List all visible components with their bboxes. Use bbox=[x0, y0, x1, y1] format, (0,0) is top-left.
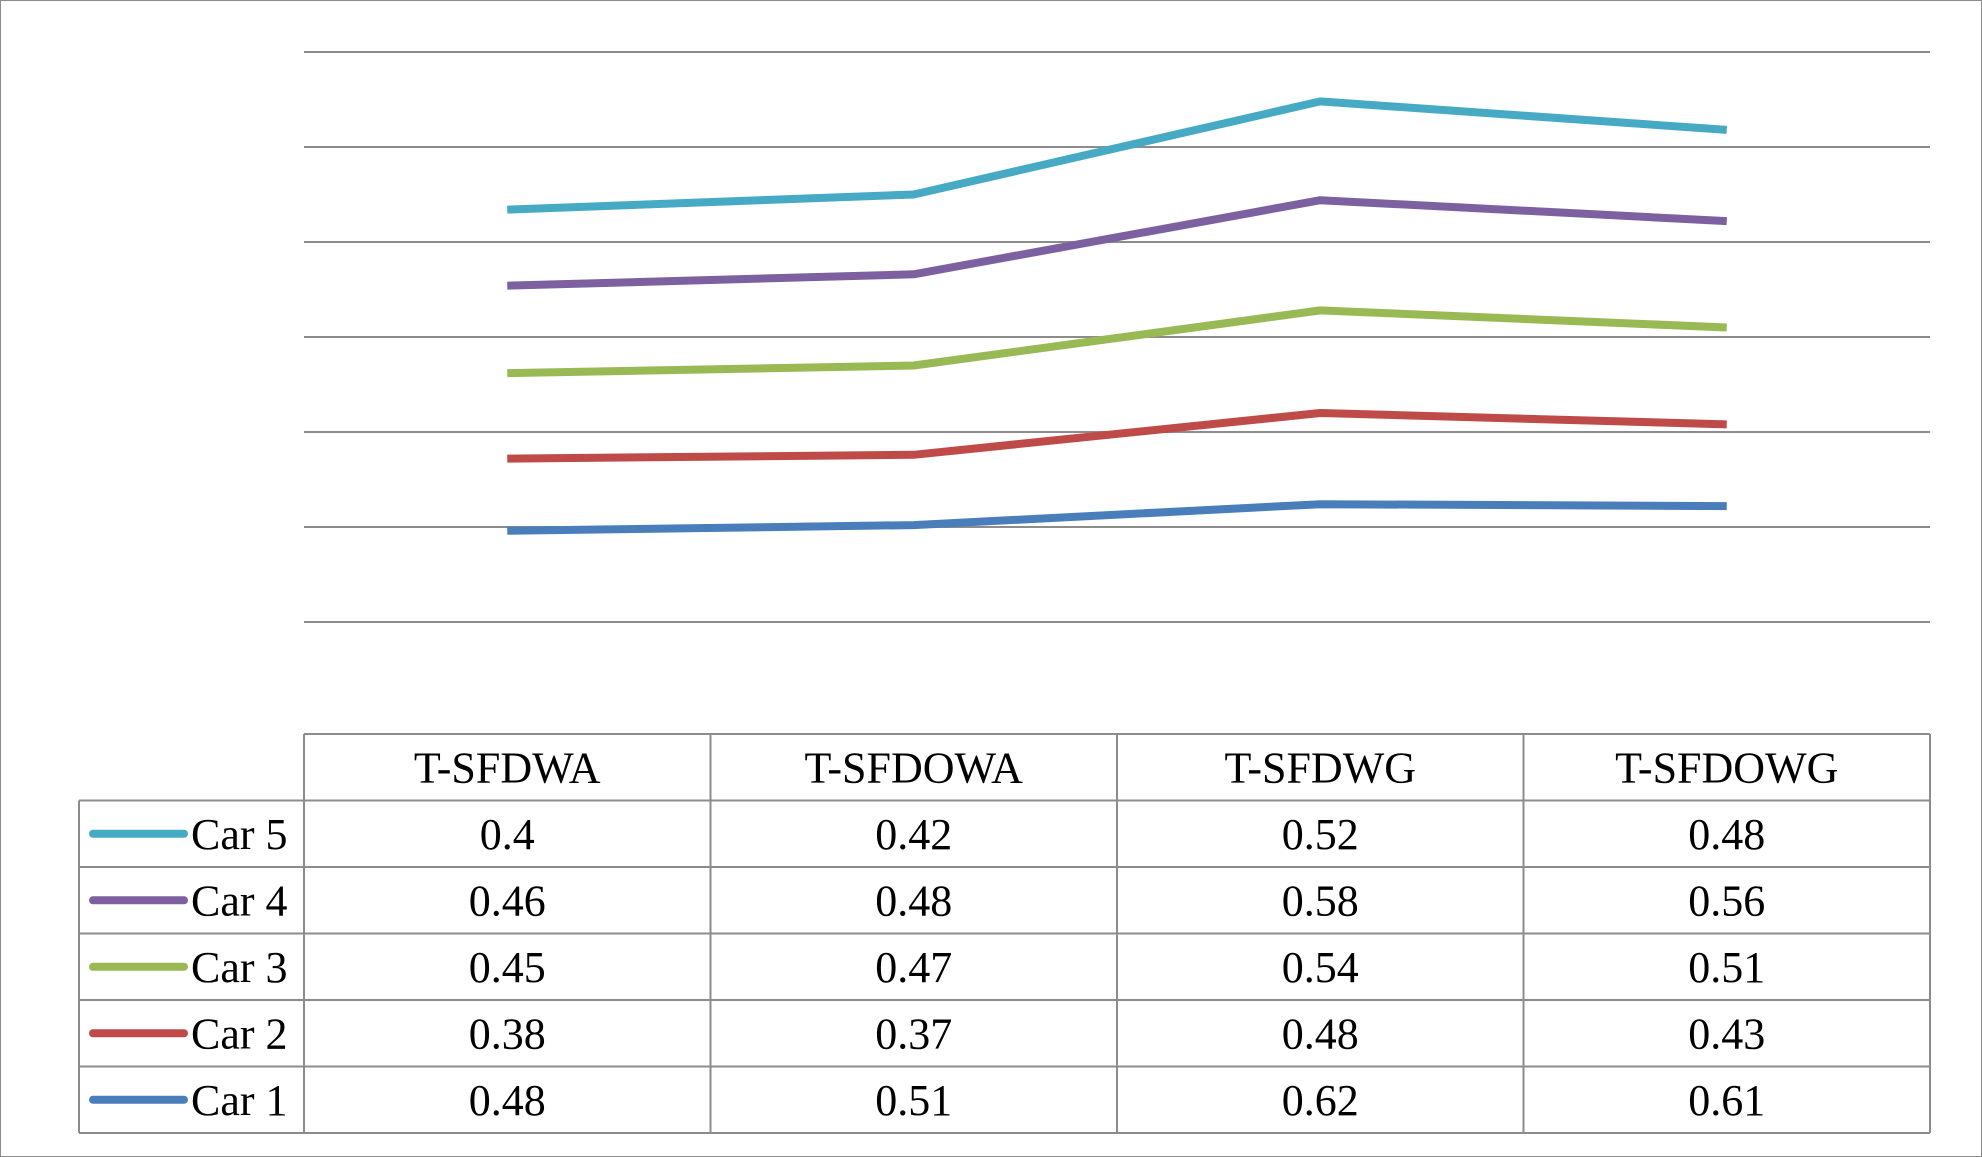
legend-label-car-2: Car 2 bbox=[191, 1009, 288, 1058]
data-label: 0.48 bbox=[1688, 810, 1765, 859]
category-label-t-sfdowa: T-SFDOWA bbox=[805, 743, 1024, 792]
data-label: 0.48 bbox=[1282, 1009, 1359, 1058]
data-label: 0.54 bbox=[1282, 943, 1359, 992]
data-label: 0.48 bbox=[469, 1076, 546, 1125]
data-label: 0.37 bbox=[875, 1009, 952, 1058]
data-label: 0.4 bbox=[480, 810, 535, 859]
series-line-car-1 bbox=[507, 500, 1727, 535]
legend-label-car-1: Car 1 bbox=[191, 1076, 288, 1125]
data-label: 0.62 bbox=[1282, 1076, 1359, 1125]
category-label-t-sfdwa: T-SFDWA bbox=[414, 743, 601, 792]
legend-label-car-3: Car 3 bbox=[191, 943, 288, 992]
data-label: 0.52 bbox=[1282, 810, 1359, 859]
data-label: 0.47 bbox=[875, 943, 952, 992]
data-label: 0.58 bbox=[1282, 876, 1359, 925]
category-label-t-sfdowg: T-SFDOWG bbox=[1615, 743, 1838, 792]
data-label: 0.56 bbox=[1688, 876, 1765, 925]
series-line-car-4 bbox=[507, 196, 1727, 290]
data-label: 0.51 bbox=[875, 1076, 952, 1125]
data-label: 0.45 bbox=[469, 943, 546, 992]
legend-label-car-4: Car 4 bbox=[191, 876, 288, 925]
series-line-car-2 bbox=[507, 409, 1727, 463]
data-label: 0.43 bbox=[1688, 1009, 1765, 1058]
series-lines bbox=[507, 97, 1728, 535]
series-line-car-5 bbox=[507, 97, 1728, 214]
data-table: T-SFDWA T-SFDOWA T-SFDWG T-SFDOWG Car 5 0.4 0.… bbox=[78, 733, 1931, 1134]
data-label: 0.42 bbox=[875, 810, 952, 859]
series-line-car-3 bbox=[507, 306, 1727, 378]
category-label-t-sfdwg: T-SFDWG bbox=[1224, 743, 1416, 792]
data-label: 0.61 bbox=[1688, 1076, 1765, 1125]
data-label: 0.51 bbox=[1688, 943, 1765, 992]
legend-label-car-5: Car 5 bbox=[191, 810, 288, 859]
data-label: 0.38 bbox=[469, 1009, 546, 1058]
data-label: 0.48 bbox=[875, 876, 952, 925]
data-label: 0.46 bbox=[469, 876, 546, 925]
